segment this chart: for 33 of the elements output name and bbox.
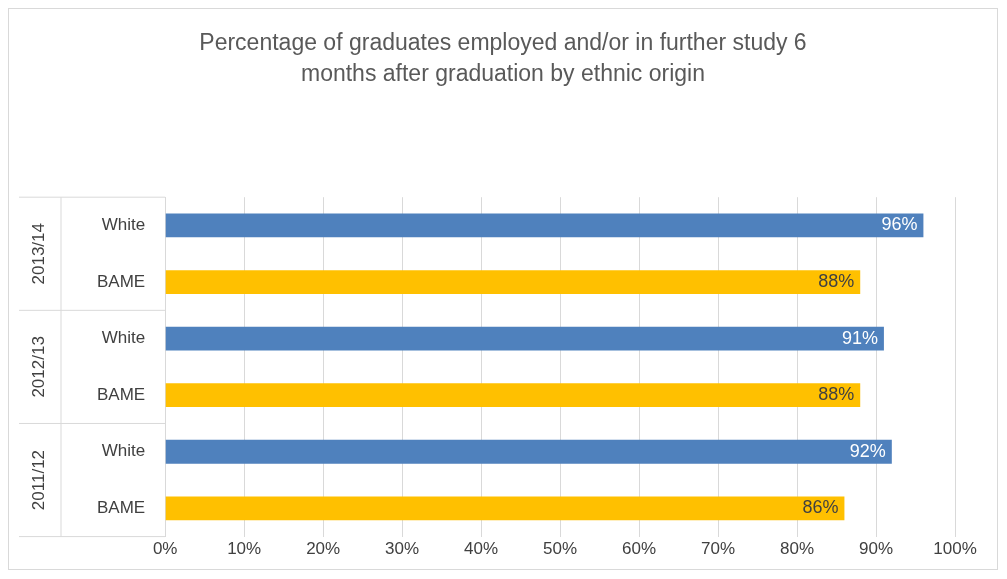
y-tick-label: BAME bbox=[96, 384, 146, 404]
chart-title: Percentage of graduates employed and/or in further study 6 months after graduation by ethnic origin bbox=[198, 28, 808, 88]
y-tick-label: BAME bbox=[96, 498, 146, 517]
x-tick-label: 50% bbox=[543, 539, 578, 559]
bar bbox=[165, 439, 892, 464]
text: 2013/14 bbox=[28, 223, 48, 285]
x-tick-label: 100% bbox=[933, 539, 977, 559]
data-label: 88% bbox=[818, 384, 855, 405]
bar bbox=[165, 270, 861, 294]
data-label: 91% bbox=[841, 327, 878, 348]
x-tick-label: 0% bbox=[152, 539, 178, 559]
x-tick-label: 40% bbox=[464, 539, 499, 559]
x-tick-label: 80% bbox=[780, 539, 815, 559]
text: 2011/12 bbox=[28, 449, 48, 511]
y-tick-label: White bbox=[101, 328, 146, 348]
x-tick-label: 60% bbox=[622, 539, 657, 559]
y-tick-label: White bbox=[101, 441, 146, 461]
y-tick-label: White bbox=[101, 215, 146, 235]
x-tick-label: 10% bbox=[227, 539, 262, 559]
bar bbox=[165, 383, 861, 408]
bar bbox=[165, 496, 845, 521]
bar bbox=[165, 213, 924, 238]
data-label: 88% bbox=[818, 271, 855, 292]
x-tick-label: 70% bbox=[701, 539, 736, 559]
data-label: 86% bbox=[802, 497, 839, 518]
x-tick-label: 90% bbox=[859, 539, 894, 559]
bar bbox=[165, 326, 884, 351]
y-tick-label: BAME bbox=[96, 271, 146, 291]
data-label: 92% bbox=[849, 440, 886, 461]
x-tick-label: 20% bbox=[306, 539, 341, 559]
text: 2012/13 bbox=[28, 336, 48, 398]
x-tick-label: 30% bbox=[385, 539, 420, 559]
data-label: 96% bbox=[881, 214, 918, 235]
